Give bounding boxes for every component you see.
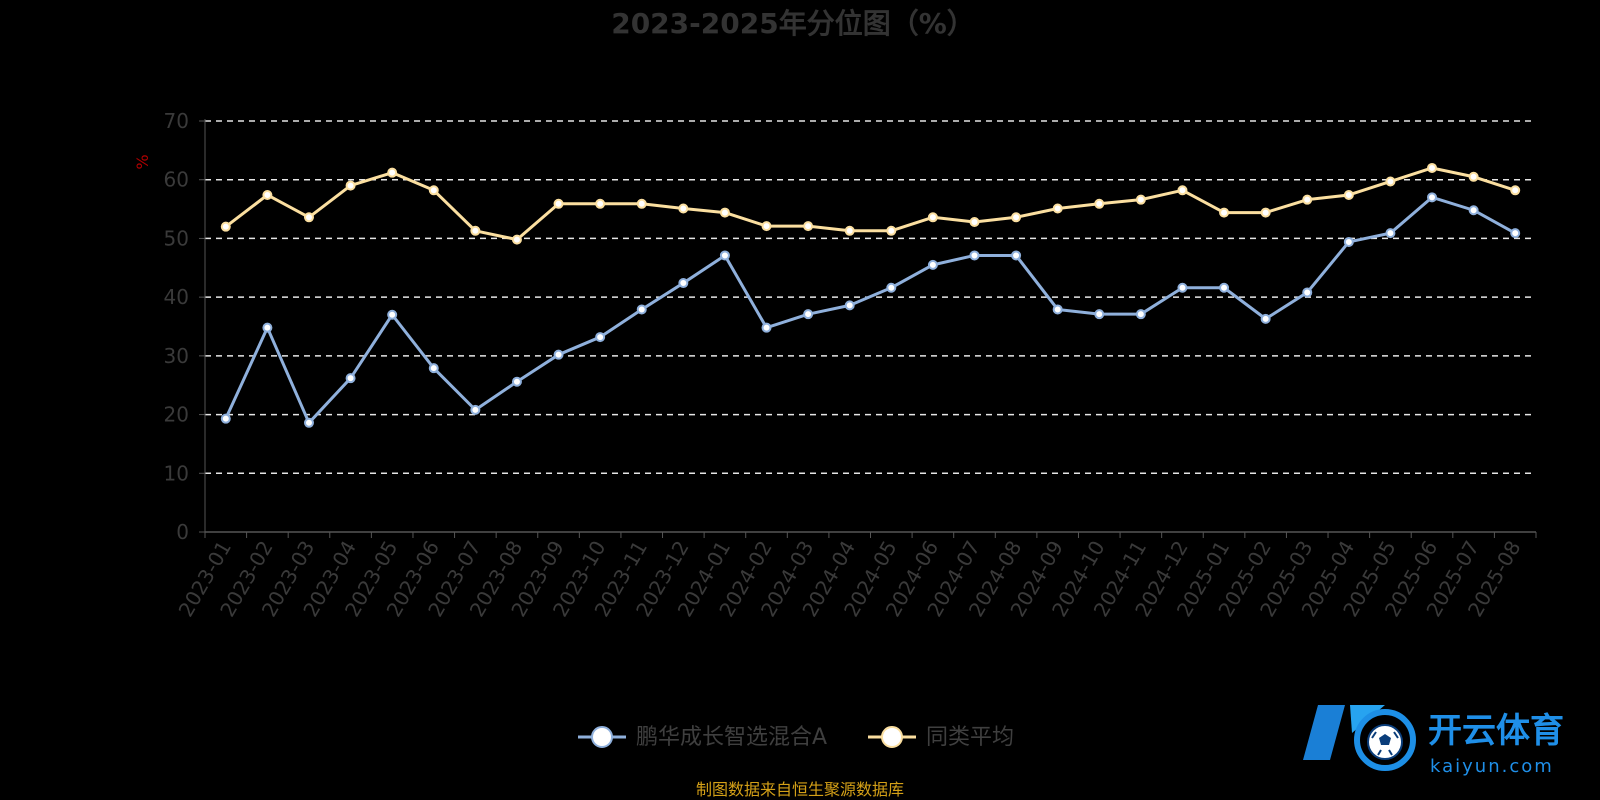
data-point	[1011, 250, 1022, 261]
legend-label-series-2: 同类平均	[926, 725, 1014, 750]
data-point	[969, 216, 980, 227]
data-point	[761, 322, 772, 333]
data-point	[511, 234, 522, 245]
data-point	[1468, 205, 1479, 216]
data-point	[1260, 207, 1271, 218]
data-point	[969, 250, 980, 261]
data-point	[927, 259, 938, 270]
data-point	[678, 203, 689, 214]
data-point	[1094, 309, 1105, 320]
legend-item-series-1[interactable]: 鹏华成长智选混合A	[578, 725, 827, 750]
data-point	[636, 198, 647, 209]
logo-text: 开云体育	[1428, 711, 1564, 751]
data-point	[220, 413, 231, 424]
data-point	[1385, 176, 1396, 187]
data-point	[595, 332, 606, 343]
brand-logo: 开云体育 kaiyun.com	[1303, 705, 1564, 777]
data-point	[387, 309, 398, 320]
data-point	[927, 212, 938, 223]
series-line-2	[224, 166, 1516, 242]
kaiyun-ball-logo-icon	[1303, 705, 1416, 771]
data-point	[1052, 203, 1063, 214]
y-tick-label-20: 20	[164, 403, 189, 427]
data-point	[1094, 198, 1105, 209]
data-point	[387, 167, 398, 178]
legend-item-series-2[interactable]: 同类平均	[868, 725, 1014, 750]
data-point	[1011, 212, 1022, 223]
data-point	[1510, 185, 1521, 196]
data-point	[636, 304, 647, 315]
data-point	[1343, 236, 1354, 247]
data-point	[345, 180, 356, 191]
data-point	[220, 221, 231, 232]
series-1	[220, 192, 1521, 428]
data-point	[470, 404, 481, 415]
data-point	[886, 282, 897, 293]
data-point	[1219, 207, 1230, 218]
data-point	[595, 198, 606, 209]
data-point	[719, 207, 730, 218]
data-point	[428, 185, 439, 196]
data-point	[1385, 228, 1396, 239]
data-point	[345, 373, 356, 384]
data-point	[1135, 309, 1146, 320]
data-point	[844, 300, 855, 311]
data-point	[1343, 189, 1354, 200]
y-tick-label-60: 60	[164, 168, 189, 192]
series-2	[220, 162, 1521, 245]
data-point	[262, 189, 273, 200]
data-point	[1468, 171, 1479, 182]
series-layer	[220, 162, 1521, 428]
data-point	[844, 225, 855, 236]
data-point	[553, 198, 564, 209]
y-tick-label-30: 30	[164, 344, 189, 368]
y-tick-label-50: 50	[164, 226, 189, 250]
data-point	[761, 221, 772, 232]
data-point	[1427, 162, 1438, 173]
data-point	[719, 250, 730, 261]
axes	[199, 119, 1537, 538]
data-point	[1260, 313, 1271, 324]
data-point	[428, 363, 439, 374]
data-point	[470, 225, 481, 236]
data-point	[262, 322, 273, 333]
data-point	[1052, 304, 1063, 315]
y-tick-label-0: 0	[176, 520, 189, 544]
y-tick-label-10: 10	[164, 461, 189, 485]
data-point	[803, 221, 814, 232]
y-tick-label-70: 70	[164, 109, 189, 133]
data-point	[553, 349, 564, 360]
data-point	[303, 212, 314, 223]
legend-marker-series-2	[881, 726, 903, 748]
data-point	[1177, 185, 1188, 196]
y-tick-labels: 0 10 20 30 40 50 60 70	[164, 109, 189, 544]
data-point	[1302, 194, 1313, 205]
source-note: 制图数据来自恒生聚源数据库	[696, 780, 904, 799]
data-point	[1135, 194, 1146, 205]
data-point	[678, 278, 689, 289]
y-axis-label: %	[133, 154, 152, 169]
chart-title: 2023-2025年分位图（%）	[611, 7, 975, 40]
data-point	[1219, 282, 1230, 293]
legend: 鹏华成长智选混合A 同类平均	[578, 725, 1014, 750]
data-point	[1177, 282, 1188, 293]
legend-marker-series-1	[591, 726, 613, 748]
data-point	[1302, 287, 1313, 298]
data-point	[1510, 228, 1521, 239]
data-point	[803, 309, 814, 320]
y-tick-label-40: 40	[164, 285, 189, 309]
logo-subtext: kaiyun.com	[1430, 756, 1554, 777]
data-point	[886, 225, 897, 236]
series-line-1	[224, 195, 1516, 425]
data-point	[511, 376, 522, 387]
x-tick-labels: 2023-012023-022023-032023-042023-052023-…	[174, 537, 1526, 621]
legend-label-series-1: 鹏华成长智选混合A	[636, 725, 827, 750]
data-point	[1427, 192, 1438, 203]
data-point	[303, 417, 314, 428]
